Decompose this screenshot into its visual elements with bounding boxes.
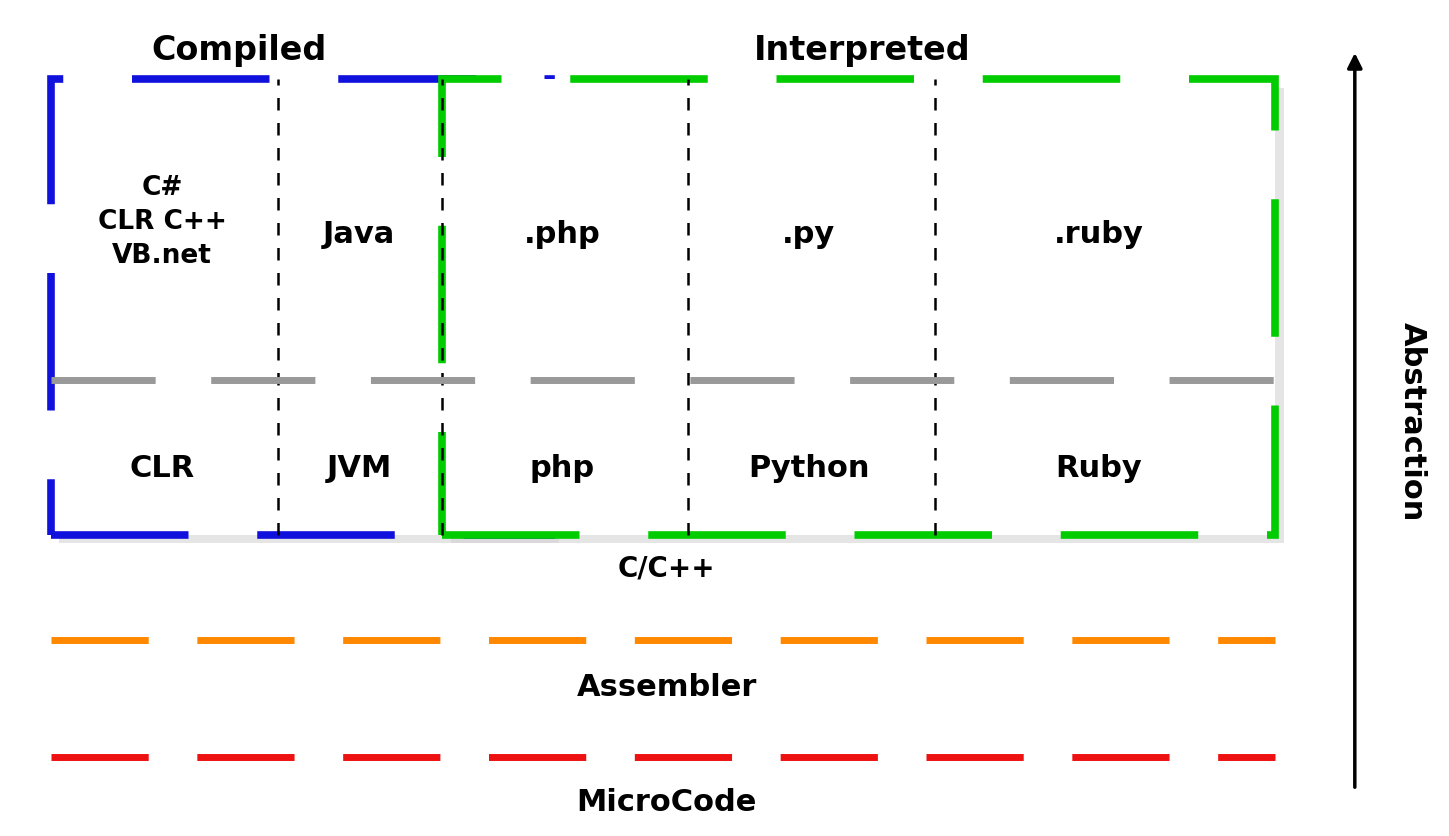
Text: Python: Python (748, 454, 869, 482)
Text: Abstraction: Abstraction (1398, 323, 1427, 522)
Text: .php: .php (525, 220, 600, 248)
FancyBboxPatch shape (51, 79, 551, 535)
Text: C/C++: C/C++ (617, 554, 716, 583)
FancyBboxPatch shape (451, 88, 1284, 543)
FancyBboxPatch shape (442, 79, 1275, 535)
Text: Assembler: Assembler (577, 673, 756, 701)
Text: Java: Java (323, 220, 396, 248)
Text: C#
CLR C++
VB.net: C# CLR C++ VB.net (99, 175, 226, 268)
Text: Compiled: Compiled (152, 33, 326, 67)
Text: JVM: JVM (326, 454, 393, 482)
Text: php: php (530, 454, 594, 482)
Text: .ruby: .ruby (1053, 220, 1143, 248)
Text: Ruby: Ruby (1055, 454, 1142, 482)
Text: .py: .py (782, 220, 835, 248)
Text: CLR: CLR (129, 454, 196, 482)
Text: Interpreted: Interpreted (753, 33, 971, 67)
Text: MicroCode: MicroCode (577, 788, 756, 817)
FancyBboxPatch shape (59, 88, 559, 543)
